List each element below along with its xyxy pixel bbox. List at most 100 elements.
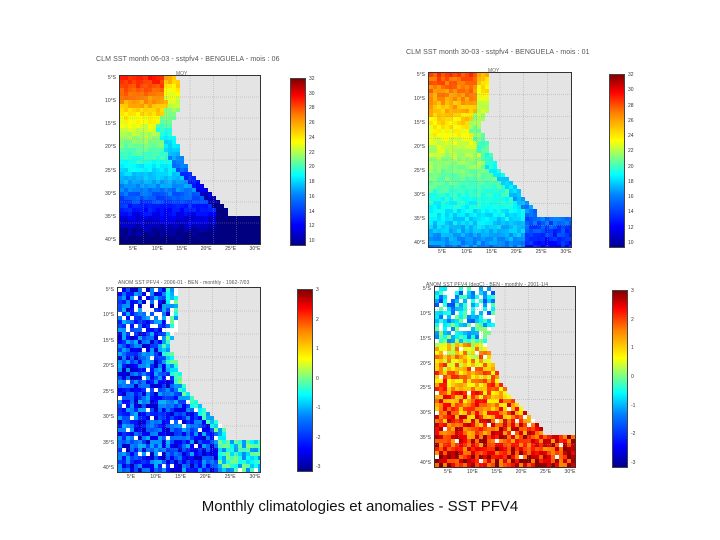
sst-pixel — [120, 228, 124, 232]
sst-pixel — [491, 395, 495, 399]
sst-pixel — [545, 217, 549, 221]
sst-pixel — [471, 419, 475, 423]
sst-pixel — [122, 448, 126, 452]
sst-pixel — [485, 157, 489, 161]
sst-pixel — [166, 440, 170, 444]
sst-pixel — [240, 224, 244, 228]
sst-pixel — [146, 416, 150, 420]
colorbar-tick-label: -1 — [631, 402, 636, 409]
sst-pixel — [437, 89, 441, 93]
sst-pixel — [140, 236, 144, 240]
sst-pixel — [166, 456, 170, 460]
sst-pixel — [451, 303, 455, 307]
sst-pixel — [509, 237, 513, 241]
sst-pixel — [461, 145, 465, 149]
sst-pixel — [505, 213, 509, 217]
sst-pixel — [186, 428, 190, 432]
sst-pixel — [126, 344, 130, 348]
sst-pixel — [479, 335, 483, 339]
sst-pixel — [455, 291, 459, 295]
sst-pixel — [196, 188, 200, 192]
sst-pixel — [443, 291, 447, 295]
sst-pixel — [174, 364, 178, 368]
sst-pixel — [521, 229, 525, 233]
sst-pixel — [236, 228, 240, 232]
sst-pixel — [523, 463, 527, 467]
sst-pixel — [483, 339, 487, 343]
sst-pixel — [485, 97, 489, 101]
sst-pixel — [435, 451, 439, 455]
sst-pixel — [190, 464, 194, 468]
sst-pixel — [461, 85, 465, 89]
sst-pixel — [148, 208, 152, 212]
sst-pixel — [537, 245, 541, 247]
sst-pixel — [154, 428, 158, 432]
colorbar-tick-label: 3 — [631, 288, 634, 294]
sst-pixel — [457, 205, 461, 209]
sst-pixel — [461, 209, 465, 213]
sst-pixel — [445, 141, 449, 145]
sst-pixel — [475, 443, 479, 447]
sst-pixel — [495, 415, 499, 419]
sst-pixel — [477, 89, 481, 93]
sst-pixel — [122, 316, 126, 320]
sst-pixel — [210, 420, 214, 424]
sst-pixel — [174, 448, 178, 452]
sst-pixel — [146, 324, 150, 328]
sst-pixel — [154, 324, 158, 328]
sst-pixel — [214, 440, 218, 444]
sst-pixel — [467, 319, 471, 323]
sst-pixel — [186, 404, 190, 408]
sst-pixel — [146, 328, 150, 332]
sst-pixel — [457, 185, 461, 189]
sst-pixel — [501, 245, 505, 247]
sst-pixel — [457, 149, 461, 153]
sst-pixel — [513, 245, 517, 247]
sst-pixel — [567, 439, 571, 443]
sst-pixel — [120, 76, 124, 80]
sst-pixel — [120, 144, 124, 148]
sst-pixel — [144, 100, 148, 104]
sst-pixel — [473, 89, 477, 93]
sst-pixel — [122, 344, 126, 348]
sst-pixel — [531, 419, 535, 423]
sst-pixel — [160, 80, 164, 84]
sst-pixel — [126, 388, 130, 392]
sst-pixel — [178, 440, 182, 444]
sst-pixel — [501, 181, 505, 185]
sst-pixel — [168, 240, 172, 244]
sst-pixel — [122, 336, 126, 340]
sst-pixel — [148, 232, 152, 236]
sst-pixel — [465, 149, 469, 153]
sst-pixel — [433, 89, 437, 93]
sst-pixel — [465, 221, 469, 225]
sst-pixel — [168, 208, 172, 212]
sst-pixel — [471, 415, 475, 419]
sst-pixel — [120, 232, 124, 236]
sst-pixel — [455, 343, 459, 347]
colorbar-tick-label: 20 — [628, 163, 634, 170]
sst-pixel — [465, 129, 469, 133]
sst-pixel — [184, 188, 188, 192]
sst-pixel — [481, 225, 485, 229]
sst-pixel — [461, 97, 465, 101]
sst-pixel — [258, 444, 260, 448]
sst-pixel — [138, 456, 142, 460]
sst-pixel — [254, 464, 258, 468]
sst-pixel — [170, 468, 174, 472]
sst-pixel — [254, 452, 258, 456]
sst-pixel — [144, 76, 148, 80]
lat-tick-label: 10°S — [414, 96, 425, 102]
sst-pixel — [166, 372, 170, 376]
sst-pixel — [170, 308, 174, 312]
sst-pixel — [439, 427, 443, 431]
sst-pixel — [164, 208, 168, 212]
sst-pixel — [479, 371, 483, 375]
sst-pixel — [146, 420, 150, 424]
sst-pixel — [168, 140, 172, 144]
sst-pixel — [228, 240, 232, 244]
sst-pixel — [124, 148, 128, 152]
sst-pixel — [441, 173, 445, 177]
sst-pixel — [176, 156, 180, 160]
sst-pixel — [445, 193, 449, 197]
